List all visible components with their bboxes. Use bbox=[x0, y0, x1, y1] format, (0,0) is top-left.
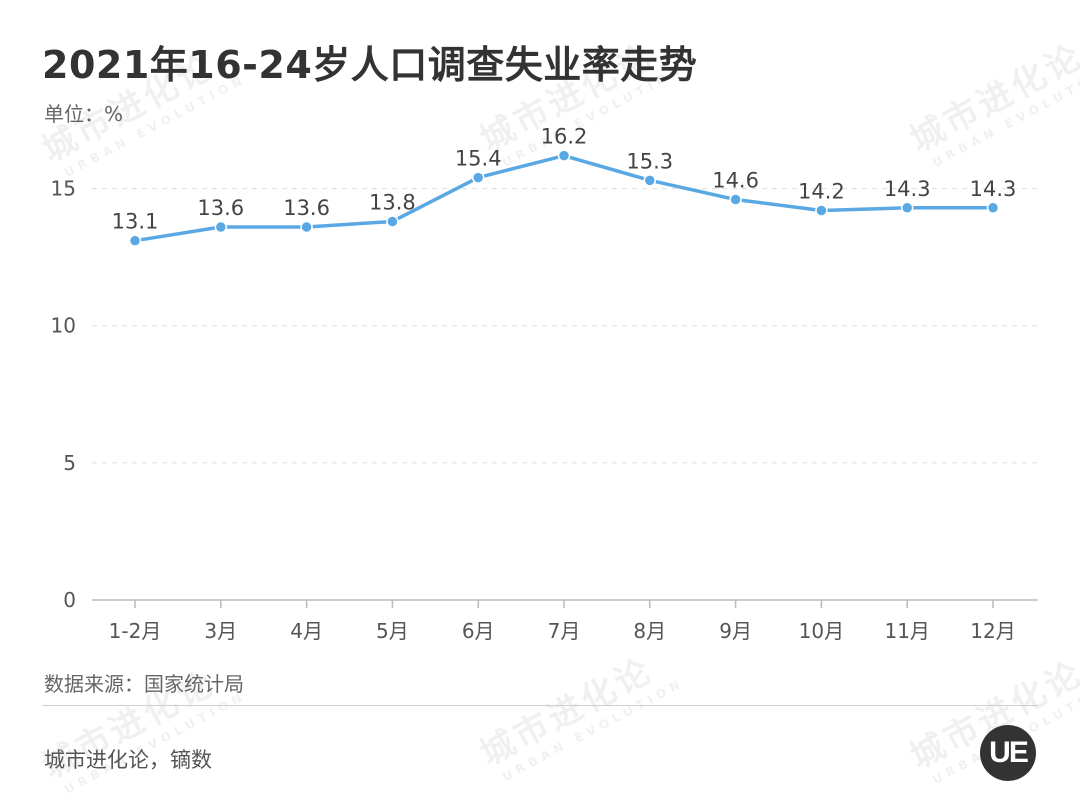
x-tick-label: 6月 bbox=[462, 619, 495, 643]
brand-logo: UE bbox=[980, 725, 1036, 781]
y-tick-label: 10 bbox=[51, 314, 76, 338]
data-label: 14.2 bbox=[798, 180, 845, 204]
data-point bbox=[471, 171, 485, 184]
x-tick-label: 11月 bbox=[884, 619, 929, 643]
x-tick-label: 12月 bbox=[970, 619, 1015, 643]
data-source: 数据来源：国家统计局 bbox=[44, 672, 244, 696]
x-tick-label: 3月 bbox=[204, 619, 237, 643]
footer-divider bbox=[42, 705, 1038, 706]
data-point bbox=[386, 215, 399, 228]
data-point bbox=[300, 220, 313, 234]
data-point bbox=[214, 220, 228, 234]
data-point bbox=[643, 174, 657, 187]
y-tick-label: 0 bbox=[63, 588, 76, 612]
data-label: 13.6 bbox=[197, 196, 244, 220]
line-chart: 0 5 10 15 1-2月 3月 4月 5月 6月 7月 8月 9月 10月 11月 12月 13.1 13.… bbox=[51, 125, 1038, 643]
data-label: 15.4 bbox=[455, 147, 502, 171]
x-tick-label: 7月 bbox=[548, 619, 581, 643]
chart-title: 2021年16-24岁人口调查失业率走势 bbox=[42, 43, 698, 87]
x-tick-label: 9月 bbox=[719, 619, 752, 643]
data-point bbox=[900, 201, 914, 215]
x-tick-label: 5月 bbox=[376, 619, 409, 643]
data-label: 16.2 bbox=[541, 125, 588, 149]
data-point bbox=[128, 234, 142, 247]
data-label: 13.8 bbox=[369, 190, 416, 214]
data-label: 13.1 bbox=[112, 210, 159, 234]
data-point bbox=[815, 204, 828, 217]
unit-label: 单位：% bbox=[44, 102, 124, 126]
x-tick-label: 8月 bbox=[633, 619, 666, 643]
credit-text: 城市进化论，镝数 bbox=[44, 748, 212, 772]
y-tick-label: 15 bbox=[51, 177, 76, 201]
x-tick-label: 10月 bbox=[799, 619, 844, 643]
data-point bbox=[986, 201, 1000, 215]
data-label: 15.3 bbox=[626, 149, 673, 173]
data-point bbox=[557, 149, 571, 162]
y-tick-label: 5 bbox=[63, 451, 76, 475]
data-label: 14.3 bbox=[970, 177, 1017, 201]
data-label: 14.3 bbox=[884, 177, 931, 201]
data-label: 13.6 bbox=[283, 196, 330, 220]
data-label: 14.6 bbox=[712, 169, 759, 193]
x-tick-label: 1-2月 bbox=[109, 619, 162, 643]
series-line bbox=[133, 153, 995, 243]
data-point bbox=[729, 193, 742, 206]
x-tick-label: 4月 bbox=[290, 619, 323, 643]
